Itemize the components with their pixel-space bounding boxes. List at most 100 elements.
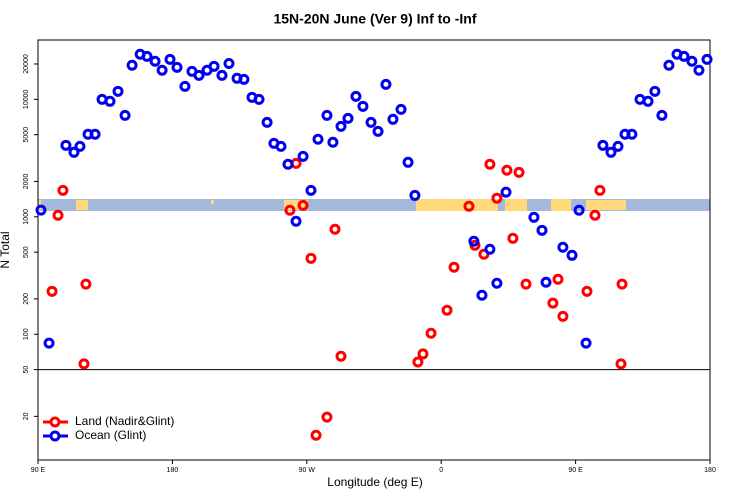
- point: [615, 358, 627, 370]
- legend-label: Land (Nadir&Glint): [75, 414, 174, 428]
- point: [476, 289, 488, 301]
- legend-label: Ocean (Glint): [75, 428, 146, 442]
- point: [297, 199, 309, 211]
- point: [626, 128, 638, 140]
- point: [80, 278, 92, 290]
- point: [171, 61, 183, 73]
- point: [557, 241, 569, 253]
- point: [119, 109, 131, 121]
- point: [290, 215, 302, 227]
- point: [536, 224, 548, 236]
- point: [342, 112, 354, 124]
- point: [312, 133, 324, 145]
- point: [149, 55, 161, 67]
- map-strip: [38, 199, 710, 211]
- point: [282, 158, 294, 170]
- point: [484, 243, 496, 255]
- x-tick-label: 0: [439, 467, 443, 474]
- point: [491, 277, 503, 289]
- point: [387, 113, 399, 125]
- chart-title: 15N-20N June (Ver 9) Inf to -Inf: [273, 11, 476, 27]
- y-tick-label: 20: [23, 412, 30, 420]
- point: [261, 116, 273, 128]
- point: [507, 232, 519, 244]
- point: [350, 90, 362, 102]
- y-tick-label: 50: [23, 366, 30, 374]
- point: [156, 64, 168, 76]
- point: [484, 158, 496, 170]
- y-tick-label: 2000: [23, 174, 30, 190]
- point: [649, 85, 661, 97]
- point: [540, 276, 552, 288]
- point: [35, 204, 47, 216]
- point: [597, 139, 609, 151]
- point: [104, 95, 116, 107]
- point: [357, 100, 369, 112]
- point: [372, 125, 384, 137]
- point: [60, 139, 72, 151]
- point: [513, 166, 525, 178]
- point: [612, 140, 624, 152]
- x-tick-label: 180: [704, 467, 716, 474]
- y-tick-label: 500: [23, 246, 30, 258]
- point: [305, 252, 317, 264]
- point: [335, 350, 347, 362]
- x-tick-label: 180: [167, 467, 179, 474]
- point: [501, 164, 513, 176]
- point: [701, 53, 713, 65]
- point: [310, 429, 322, 441]
- y-tick-label: 10000: [23, 89, 30, 109]
- point: [417, 348, 429, 360]
- point: [395, 103, 407, 115]
- point: [552, 273, 564, 285]
- x-tick-label: 90 E: [31, 467, 46, 474]
- y-tick-label: 100: [23, 328, 30, 340]
- point: [528, 211, 540, 223]
- point: [329, 223, 341, 235]
- point: [520, 278, 532, 290]
- point: [297, 150, 309, 162]
- point: [253, 93, 265, 105]
- point: [686, 55, 698, 67]
- point: [208, 60, 220, 72]
- point: [164, 53, 176, 65]
- point: [335, 120, 347, 132]
- point: [402, 156, 414, 168]
- point: [78, 358, 90, 370]
- point: [656, 109, 668, 121]
- point: [380, 78, 392, 90]
- point: [141, 50, 153, 62]
- y-axis-label: N Total: [0, 231, 12, 268]
- point: [468, 235, 480, 247]
- x-axis-label: Longitude (deg E): [327, 475, 422, 489]
- point: [557, 310, 569, 322]
- point: [491, 192, 503, 204]
- y-tick-label: 20000: [23, 54, 30, 74]
- point: [425, 327, 437, 339]
- point: [409, 189, 421, 201]
- plot-frame: [37, 39, 711, 461]
- point: [57, 184, 69, 196]
- point: [693, 64, 705, 76]
- point: [89, 128, 101, 140]
- point: [589, 209, 601, 221]
- point: [678, 50, 690, 62]
- point: [46, 285, 58, 297]
- point: [616, 278, 628, 290]
- y-tick-label: 5000: [23, 127, 30, 143]
- point: [179, 80, 191, 92]
- x-tick-label: 90 W: [299, 467, 316, 474]
- point: [573, 204, 585, 216]
- point: [321, 109, 333, 121]
- point: [238, 73, 250, 85]
- point: [581, 285, 593, 297]
- point: [305, 184, 317, 196]
- x-tick-label: 90 E: [568, 467, 583, 474]
- point: [193, 69, 205, 81]
- point: [223, 57, 235, 69]
- point: [284, 204, 296, 216]
- point: [74, 140, 86, 152]
- point: [500, 186, 512, 198]
- y-tick-label: 200: [23, 293, 30, 305]
- point: [441, 304, 453, 316]
